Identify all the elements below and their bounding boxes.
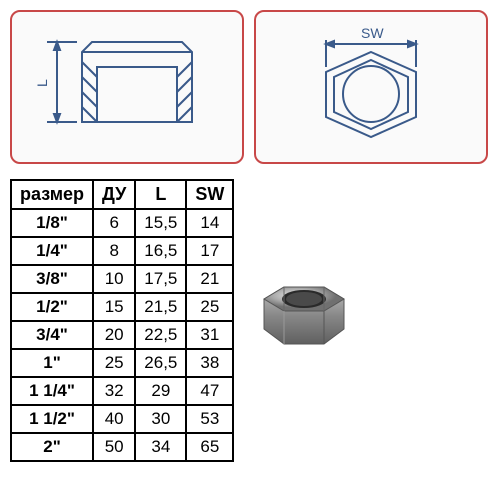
table-cell: 15 xyxy=(93,293,135,321)
table-row: 1 1/2"403053 xyxy=(11,405,233,433)
table-cell: 32 xyxy=(93,377,135,405)
table-cell: 1/8" xyxy=(11,209,93,237)
table-cell: 8 xyxy=(93,237,135,265)
table-cell: 14 xyxy=(186,209,233,237)
top-view-diagram: SW xyxy=(254,10,488,164)
table-cell: 25 xyxy=(186,293,233,321)
table-cell: 31 xyxy=(186,321,233,349)
side-view-svg: L xyxy=(22,22,232,152)
table-cell: 53 xyxy=(186,405,233,433)
col-size: размер xyxy=(11,180,93,209)
table-cell: 30 xyxy=(135,405,186,433)
table-cell: 1/4" xyxy=(11,237,93,265)
table-row: 1"2526,538 xyxy=(11,349,233,377)
table-cell: 50 xyxy=(93,433,135,461)
table-cell: 2" xyxy=(11,433,93,461)
table-cell: 6 xyxy=(93,209,135,237)
col-l: L xyxy=(135,180,186,209)
top-view-svg: SW xyxy=(266,22,476,152)
table-cell: 1" xyxy=(11,349,93,377)
table-cell: 22,5 xyxy=(135,321,186,349)
side-view-diagram: L xyxy=(10,10,244,164)
table-cell: 1 1/4" xyxy=(11,377,93,405)
table-cell: 29 xyxy=(135,377,186,405)
table-cell: 21 xyxy=(186,265,233,293)
table-cell: 40 xyxy=(93,405,135,433)
product-photo xyxy=(249,259,369,369)
table-cell: 34 xyxy=(135,433,186,461)
table-cell: 1/2" xyxy=(11,293,93,321)
table-cell: 3/4" xyxy=(11,321,93,349)
table-cell: 26,5 xyxy=(135,349,186,377)
table-cell: 17,5 xyxy=(135,265,186,293)
table-cell: 47 xyxy=(186,377,233,405)
table-header-row: размер ДУ L SW xyxy=(11,180,233,209)
table-row: 3/4"2022,531 xyxy=(11,321,233,349)
spec-table: размер ДУ L SW 1/8"615,5141/4"816,5173/8… xyxy=(10,179,234,462)
table-cell: 17 xyxy=(186,237,233,265)
table-cell: 1 1/2" xyxy=(11,405,93,433)
content-row: размер ДУ L SW 1/8"615,5141/4"816,5173/8… xyxy=(10,179,490,462)
table-cell: 3/8" xyxy=(11,265,93,293)
col-sw: SW xyxy=(186,180,233,209)
dim-label-l: L xyxy=(34,79,50,87)
table-row: 1/2"1521,525 xyxy=(11,293,233,321)
table-cell: 65 xyxy=(186,433,233,461)
table-row: 1/4"816,517 xyxy=(11,237,233,265)
table-cell: 21,5 xyxy=(135,293,186,321)
dim-label-sw: SW xyxy=(361,25,384,41)
table-row: 1 1/4"322947 xyxy=(11,377,233,405)
table-cell: 20 xyxy=(93,321,135,349)
col-du: ДУ xyxy=(93,180,135,209)
table-cell: 16,5 xyxy=(135,237,186,265)
table-row: 2"503465 xyxy=(11,433,233,461)
table-row: 1/8"615,514 xyxy=(11,209,233,237)
table-cell: 10 xyxy=(93,265,135,293)
table-cell: 15,5 xyxy=(135,209,186,237)
table-cell: 38 xyxy=(186,349,233,377)
table-cell: 25 xyxy=(93,349,135,377)
table-row: 3/8"1017,521 xyxy=(11,265,233,293)
diagram-row: L SW xyxy=(10,10,490,164)
